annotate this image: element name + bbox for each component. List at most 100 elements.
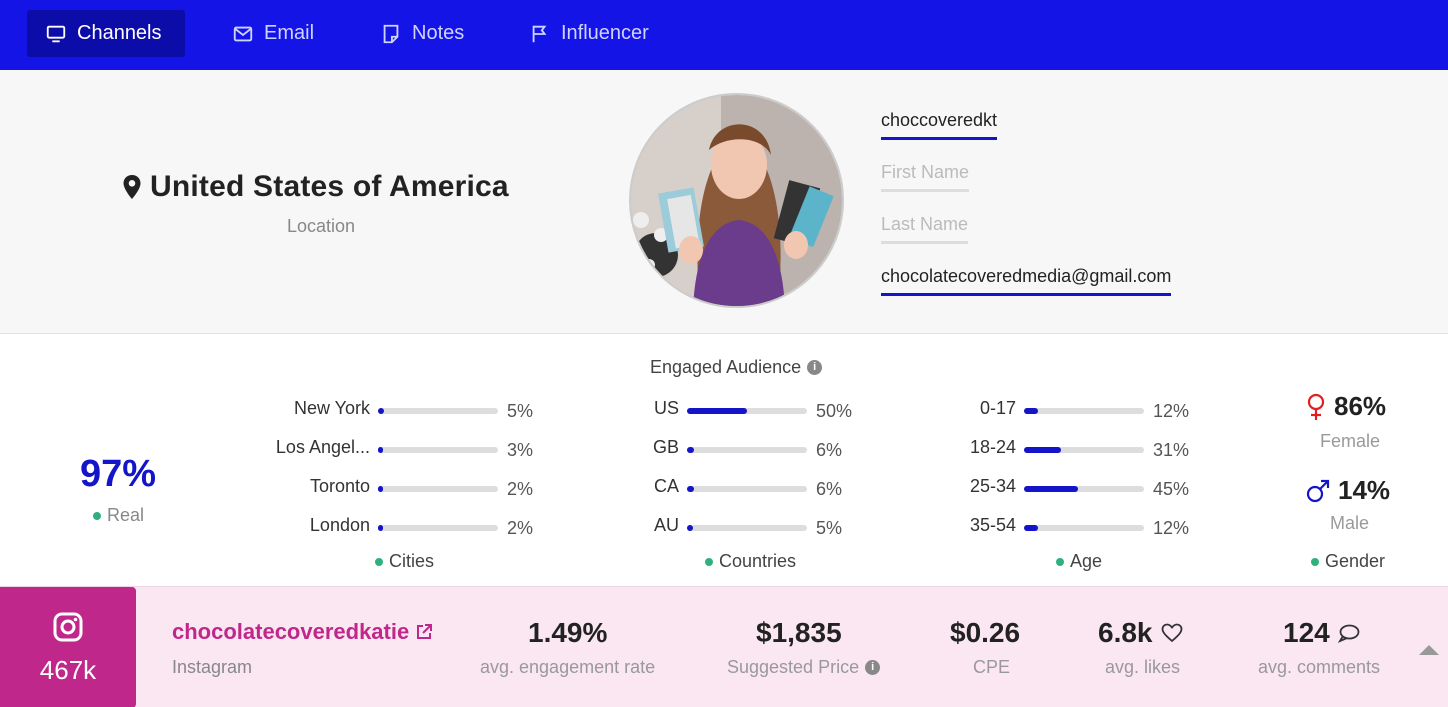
countries-bar-track	[687, 525, 807, 531]
channel-row[interactable]: 467k chocolatecoveredkatie Instagram 1.4…	[0, 586, 1448, 707]
avg-likes-value: 6.8k	[1098, 617, 1153, 648]
countries-bar-fill	[687, 447, 695, 453]
cities-row-percentage: 2%	[507, 479, 534, 499]
female-stat: 86%	[1306, 391, 1386, 422]
tab-channels[interactable]: Channels	[27, 10, 185, 57]
comment-icon	[1337, 624, 1360, 643]
countries-bar-fill	[687, 408, 747, 414]
channel-handle: chocolatecoveredkatie	[172, 619, 410, 644]
audience-section: Engaged Audience i 97% Real New York 5% Lo…	[0, 335, 1448, 585]
cities-row-label: London	[309, 515, 370, 535]
age-bar-track	[1024, 447, 1144, 453]
gender-label: Gender	[1311, 551, 1385, 572]
cities-row-percentage: 3%	[507, 440, 534, 460]
age-row-label: 18-24	[969, 437, 1016, 457]
status-dot	[1311, 557, 1319, 566]
male-icon	[1306, 479, 1330, 502]
status-dot	[1056, 557, 1064, 566]
avg-comments-label: avg. comments	[1258, 657, 1381, 677]
info-icon[interactable]: i	[865, 660, 881, 675]
info-icon[interactable]: i	[807, 360, 823, 375]
countries-group-label-text: Countries	[719, 551, 797, 571]
suggested-price-label-text: Suggested Price	[727, 657, 860, 677]
monitor-icon	[46, 25, 66, 42]
cpe-label: CPE	[973, 657, 1011, 677]
cities-row-label: New York	[293, 398, 370, 418]
countries-row-percentage: 6%	[816, 479, 843, 499]
age-bar-fill	[1024, 447, 1062, 453]
tab-notes[interactable]: Notes	[362, 10, 482, 57]
status-dot	[375, 557, 383, 566]
cities-bar-fill	[378, 408, 384, 414]
age-row-label: 0-17	[979, 398, 1016, 418]
username-field[interactable]: choccoveredkt	[881, 110, 998, 140]
age-group-label: Age	[1056, 551, 1102, 572]
engaged-audience-title: Engaged Audience i	[650, 357, 823, 378]
cities-row-label: Toronto	[309, 476, 370, 496]
cities-bar-track	[378, 408, 498, 414]
real-percentage: 97%	[80, 453, 157, 495]
note-icon	[383, 24, 399, 43]
engaged-audience-label: Engaged Audience	[650, 357, 802, 377]
instagram-badge[interactable]: 467k	[0, 587, 136, 707]
cities-bar-fill	[378, 486, 383, 492]
cities-bar-fill	[378, 525, 383, 531]
suggested-price-label: Suggested Price i	[727, 657, 881, 678]
male-percentage: 14%	[1338, 475, 1391, 505]
countries-row-percentage: 50%	[816, 401, 853, 421]
map-pin-icon	[123, 175, 141, 199]
female-label: Female	[1320, 431, 1381, 451]
platform-name: Instagram	[172, 657, 253, 677]
cities-group-label-text: Cities	[389, 551, 435, 571]
tab-email[interactable]: Email	[214, 10, 332, 57]
status-dot	[93, 511, 101, 520]
scroll-up-arrow[interactable]	[1419, 645, 1439, 655]
countries-row-label: CA	[653, 476, 679, 496]
cities-bar-track	[378, 525, 498, 531]
cities-group-label: Cities	[375, 551, 434, 572]
avg-comments-stat: 124	[1283, 617, 1360, 649]
tab-channels-label: Channels	[77, 22, 162, 44]
cpe-value: $0.26	[950, 617, 1021, 648]
email-field[interactable]: chocolatecoveredmedia@gmail.com	[881, 266, 1172, 296]
heart-icon	[1161, 623, 1182, 643]
female-icon	[1307, 393, 1325, 420]
countries-row-label: AU	[653, 515, 679, 535]
real-label: Real	[93, 505, 144, 526]
instagram-icon	[53, 612, 83, 642]
age-row-percentage: 12%	[1153, 401, 1190, 421]
age-bar-track	[1024, 486, 1144, 492]
real-label-text: Real	[107, 505, 145, 525]
tab-influencer[interactable]: Influencer	[511, 10, 667, 57]
avatar	[629, 93, 844, 308]
first-name-field[interactable]: First Name	[881, 162, 970, 192]
tab-email-label: Email	[264, 22, 315, 44]
channel-handle-link[interactable]: chocolatecoveredkatie	[172, 619, 433, 645]
age-bar-track	[1024, 408, 1144, 414]
countries-group-label: Countries	[705, 551, 796, 572]
countries-row-label: US	[653, 398, 679, 418]
countries-row-percentage: 6%	[816, 440, 843, 460]
location-name: United States of America	[150, 170, 509, 203]
engagement-rate-value: 1.49%	[528, 617, 608, 648]
cities-bar-fill	[378, 447, 383, 453]
countries-bar-track	[687, 408, 807, 414]
countries-bar-fill	[687, 486, 695, 492]
female-percentage: 86%	[1334, 391, 1387, 421]
countries-bar-track	[687, 447, 807, 453]
age-bar-fill	[1024, 408, 1039, 414]
countries-bar-fill	[687, 525, 693, 531]
cities-bar-track	[378, 486, 498, 492]
age-bar-fill	[1024, 486, 1078, 492]
tab-notes-label: Notes	[412, 22, 465, 44]
tab-influencer-label: Influencer	[561, 22, 649, 44]
avatar-photo	[631, 95, 842, 306]
status-dot	[705, 557, 713, 566]
avg-comments-value: 124	[1283, 617, 1330, 648]
male-stat: 14%	[1306, 475, 1390, 506]
cities-row-percentage: 2%	[507, 518, 534, 538]
age-row-percentage: 12%	[1153, 518, 1190, 538]
avg-likes-stat: 6.8k	[1098, 617, 1183, 649]
age-bar-track	[1024, 525, 1144, 531]
last-name-field[interactable]: Last Name	[881, 214, 969, 244]
